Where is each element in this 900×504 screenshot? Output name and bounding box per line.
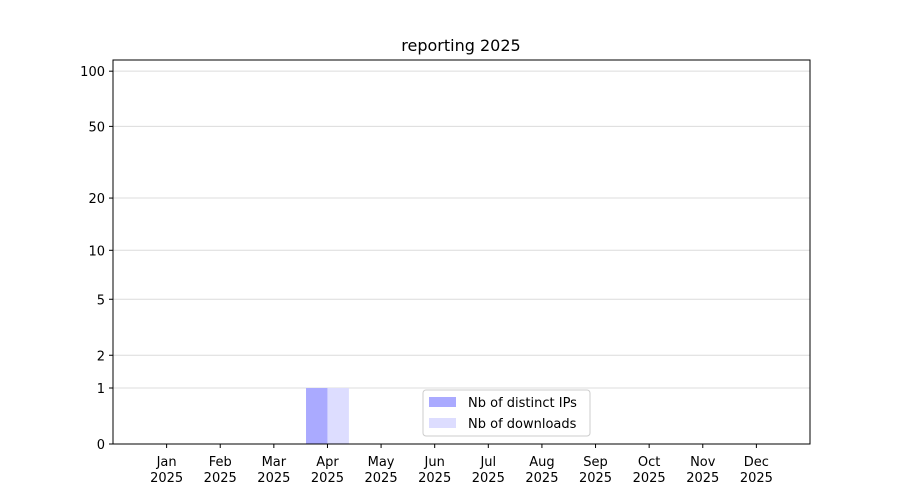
- x-tick-label: Jan: [156, 455, 177, 470]
- x-tick-label: 2025: [686, 471, 719, 486]
- y-tick-label: 2: [97, 349, 105, 364]
- x-tick-label: Dec: [744, 455, 769, 470]
- x-tick-label: Nov: [690, 455, 716, 470]
- legend-swatch: [429, 397, 456, 407]
- x-tick-label: Oct: [638, 455, 660, 470]
- x-tick-label: Aug: [529, 455, 554, 470]
- x-tick-label: 2025: [633, 471, 666, 486]
- x-tick-label: 2025: [418, 471, 451, 486]
- x-tick-label: 2025: [472, 471, 505, 486]
- x-tick-label: Jul: [479, 455, 496, 470]
- y-tick-label: 1: [97, 382, 105, 397]
- legend: Nb of distinct IPs Nb of downloads: [422, 389, 591, 437]
- x-tick-label: 2025: [740, 471, 773, 486]
- x-tick-label: 2025: [525, 471, 558, 486]
- x-tick-label: May: [368, 455, 395, 470]
- y-tick-label: 0: [97, 438, 105, 453]
- x-tick-label: Apr: [316, 455, 339, 470]
- x-tick-label: Mar: [262, 455, 287, 470]
- plot-frame: [112, 59, 811, 445]
- bar: [327, 388, 349, 444]
- legend-label: Nb of distinct IPs: [468, 396, 577, 411]
- chart-title: reporting 2025: [401, 36, 520, 55]
- y-tick-label: 10: [88, 244, 105, 259]
- x-tick-label: 2025: [204, 471, 237, 486]
- x-tick-label: 2025: [257, 471, 290, 486]
- bar: [306, 388, 328, 444]
- legend-label: Nb of downloads: [468, 417, 577, 432]
- x-tick-label: Jun: [424, 455, 445, 470]
- y-tick-label: 5: [97, 293, 105, 308]
- legend-swatch: [429, 418, 456, 428]
- y-tick-label: 50: [88, 120, 105, 135]
- x-tick-label: 2025: [150, 471, 183, 486]
- x-tick-label: 2025: [311, 471, 344, 486]
- x-tick-label: Feb: [209, 455, 232, 470]
- x-tick-label: Sep: [583, 455, 608, 470]
- y-tick-label: 20: [88, 192, 105, 207]
- x-tick-label: 2025: [579, 471, 612, 486]
- y-tick-label: 100: [80, 65, 105, 80]
- x-tick-label: 2025: [365, 471, 398, 486]
- legend-box: [422, 389, 591, 437]
